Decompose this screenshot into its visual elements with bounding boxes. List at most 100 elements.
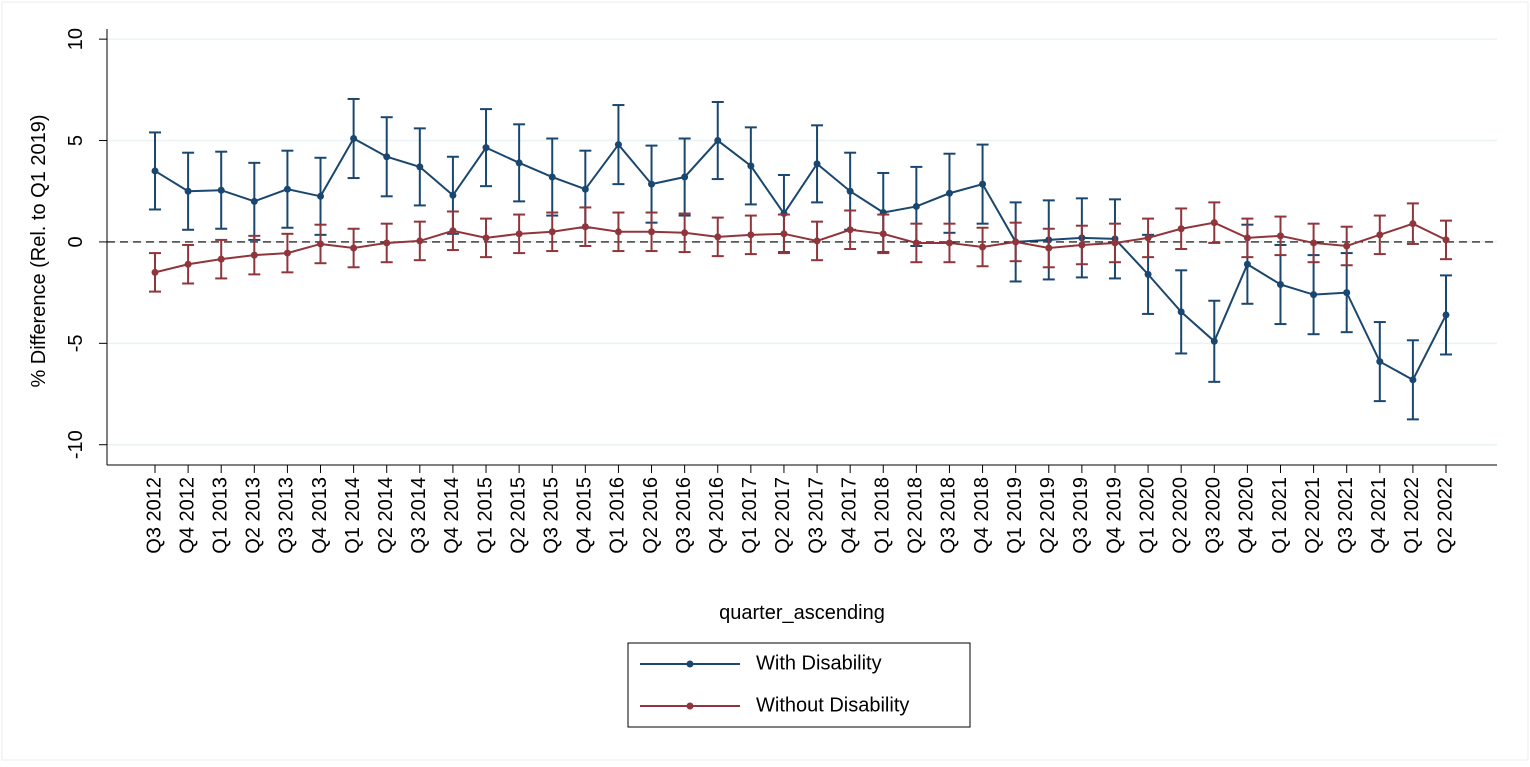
point (979, 243, 987, 251)
point (1243, 260, 1251, 268)
point (350, 244, 358, 252)
legend-label: With Disability (756, 652, 882, 674)
point (482, 234, 490, 242)
x-tick-label: Q3 2012 (143, 477, 165, 554)
point (1310, 291, 1318, 299)
point (1144, 270, 1152, 278)
point (614, 141, 622, 149)
x-tick-label: Q4 2017 (838, 477, 860, 554)
point (879, 230, 887, 238)
x-tick-label: Q3 2016 (673, 477, 695, 554)
point (747, 162, 755, 170)
point (151, 167, 159, 175)
point (317, 240, 325, 248)
legend-label: Without Disability (756, 694, 909, 716)
point (979, 180, 987, 188)
point (945, 239, 953, 247)
point (1144, 234, 1152, 242)
point (614, 228, 622, 236)
point (151, 268, 159, 276)
x-tick-label: Q1 2018 (872, 477, 894, 554)
point (250, 251, 258, 259)
x-tick-label: Q2 2018 (905, 477, 927, 554)
y-axis-title: % Difference (Rel. to Q1 2019) (28, 114, 50, 387)
x-tick-label: Q3 2019 (1070, 477, 1092, 554)
point (1442, 311, 1450, 319)
point (1376, 358, 1384, 366)
point (1310, 239, 1318, 247)
x-tick-label: Q4 2016 (706, 477, 728, 554)
point (217, 186, 225, 194)
point (1442, 236, 1450, 244)
x-tick-label: Q4 2021 (1368, 477, 1390, 554)
point (1276, 232, 1284, 240)
point (449, 191, 457, 199)
legend-box (627, 642, 971, 728)
point (714, 137, 722, 145)
point (449, 227, 457, 235)
legend-marker (686, 660, 694, 668)
point (1012, 238, 1020, 246)
point (217, 255, 225, 263)
point (482, 144, 490, 152)
point (648, 228, 656, 236)
point (1177, 308, 1185, 316)
x-tick-label: Q1 2017 (739, 477, 761, 554)
point (581, 185, 589, 193)
series-line (154, 137, 1447, 382)
point (681, 173, 689, 181)
point (681, 229, 689, 237)
y-tick-label: 5 (65, 135, 87, 146)
point (846, 226, 854, 234)
x-tick-label: Q1 2015 (474, 477, 496, 554)
series-line (154, 221, 1447, 274)
point (184, 187, 192, 195)
x-tick-label: Q3 2017 (805, 477, 827, 554)
x-tick-label: Q2 2013 (243, 477, 265, 554)
x-tick-label: Q2 2019 (1037, 477, 1059, 554)
point (813, 237, 821, 245)
point (416, 163, 424, 171)
point (317, 192, 325, 200)
point (581, 223, 589, 231)
y-tick-label: 0 (65, 236, 87, 247)
x-tick-label: Q4 2018 (971, 477, 993, 554)
point (1210, 337, 1218, 345)
point (1409, 376, 1417, 384)
point (383, 239, 391, 247)
point (1078, 241, 1086, 249)
point (250, 197, 258, 205)
point (1210, 219, 1218, 227)
point (780, 230, 788, 238)
x-tick-label: Q1 2020 (1136, 477, 1158, 554)
x-tick-label: Q1 2019 (1004, 477, 1026, 554)
x-tick-label: Q2 2020 (1169, 477, 1191, 554)
point (846, 187, 854, 195)
x-tick-label: Q2 2014 (375, 477, 397, 554)
point (383, 153, 391, 161)
point (548, 228, 556, 236)
x-tick-label: Q1 2013 (209, 477, 231, 554)
point (747, 231, 755, 239)
x-tick-label: Q3 2021 (1335, 477, 1357, 554)
point (714, 233, 722, 241)
x-axis-title: quarter_ascending (719, 602, 885, 624)
x-tick-label: Q4 2020 (1236, 477, 1258, 554)
x-tick-label: Q3 2018 (938, 477, 960, 554)
point (1276, 281, 1284, 289)
x-tick-label: Q2 2022 (1434, 477, 1456, 554)
point (912, 202, 920, 210)
point (1409, 220, 1417, 228)
point (184, 260, 192, 268)
point (1376, 231, 1384, 239)
point (283, 249, 291, 257)
x-tick-label: Q3 2015 (541, 477, 563, 554)
point (283, 185, 291, 193)
x-tick-label: Q2 2017 (772, 477, 794, 554)
point (515, 230, 523, 238)
x-tick-label: Q2 2016 (640, 477, 662, 554)
x-tick-label: Q2 2021 (1302, 477, 1324, 554)
x-tick-label: Q1 2014 (342, 477, 364, 554)
point (548, 173, 556, 181)
